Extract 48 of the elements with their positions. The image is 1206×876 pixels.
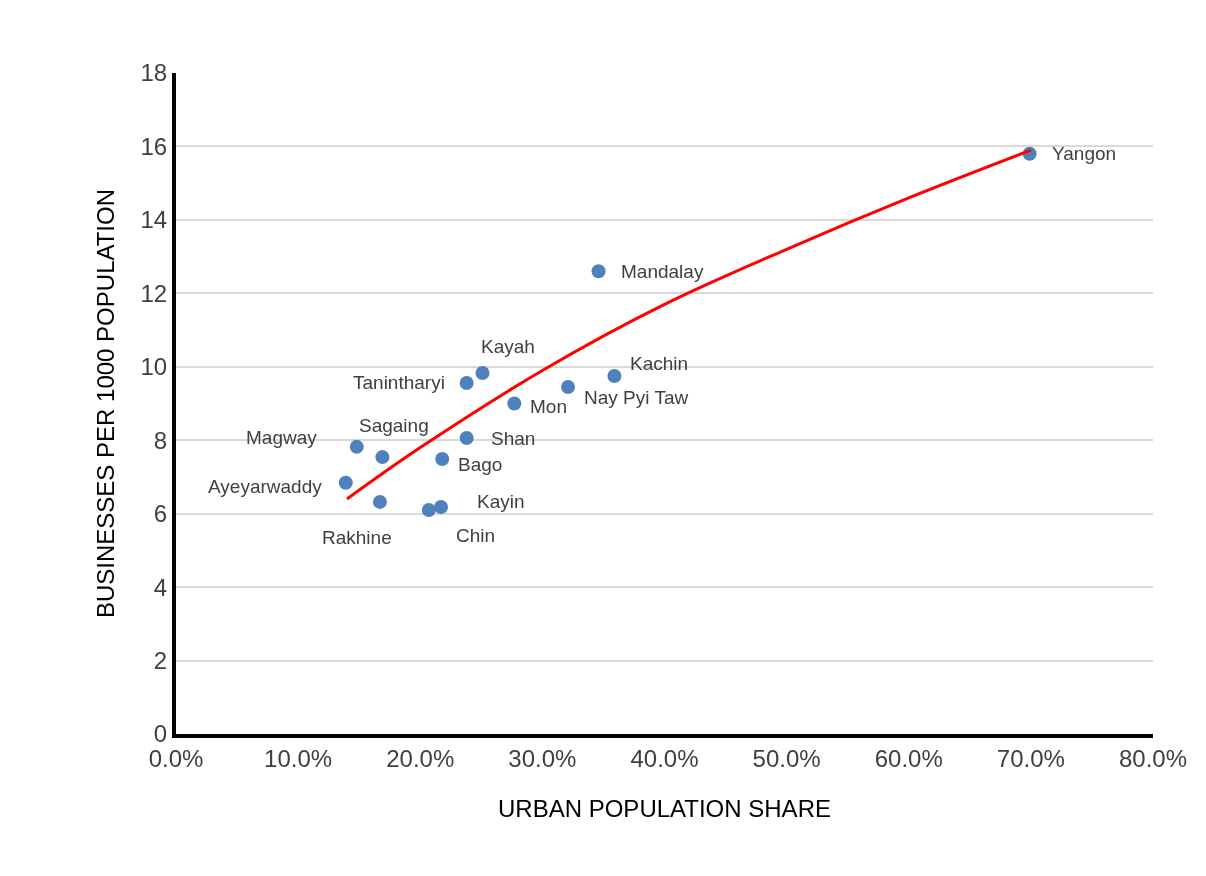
x-tick-label: 30.0% (508, 744, 577, 772)
point (459, 431, 474, 446)
annotation: Kayin (477, 491, 525, 512)
x-tick-label: 10.0% (264, 744, 333, 772)
annotation: Ayeyarwaddy (208, 476, 323, 497)
annotation: Mon (530, 396, 567, 417)
point (435, 451, 450, 466)
annotation: Yangon (1052, 143, 1117, 164)
point (372, 494, 387, 509)
x-axis-title: URBAN POPULATION SHARE (498, 794, 831, 822)
x-tick-label: 50.0% (752, 744, 821, 772)
point (507, 396, 522, 411)
point (459, 375, 474, 390)
x-tick-label: 80.0% (1118, 744, 1188, 772)
point (421, 502, 436, 517)
y-tick-label: 4 (153, 573, 168, 601)
y-axis-title: BUSINESSES PER 1000 POPULATION (92, 188, 120, 619)
y-tick-label: 12 (140, 279, 168, 307)
point (434, 500, 449, 515)
annotation: Bago (458, 454, 503, 475)
annotation: Magway (246, 427, 318, 448)
annotation: Tanintharyi (353, 372, 445, 393)
y-tick-label: 16 (140, 132, 168, 160)
annotation: Kachin (630, 353, 689, 374)
point (349, 439, 364, 454)
x-tick-label: 20.0% (386, 744, 455, 772)
annotation: Nay Pyi Taw (584, 387, 689, 408)
annotation: Rakhine (322, 527, 392, 548)
point (375, 450, 390, 465)
y-tick-label: 8 (153, 426, 168, 454)
point (561, 379, 576, 394)
point (591, 264, 606, 279)
annotation: Kayah (481, 336, 535, 357)
annotation: Sagaing (359, 415, 429, 436)
y-tick-label: 14 (140, 206, 168, 234)
x-tick-label: 70.0% (996, 744, 1065, 772)
point (475, 366, 490, 381)
x-tick-label: 60.0% (874, 744, 943, 772)
x-tick-label: 40.0% (630, 744, 699, 772)
y-tick-label: 10 (140, 353, 168, 381)
point (338, 475, 353, 490)
y-tick-label: 2 (153, 646, 168, 674)
y-tick-label: 18 (140, 59, 168, 87)
annotation: Shan (491, 428, 536, 449)
annotation: Chin (456, 525, 496, 546)
y-tick-label: 6 (153, 500, 168, 528)
annotation: Mandalay (621, 261, 704, 282)
point (607, 368, 622, 383)
